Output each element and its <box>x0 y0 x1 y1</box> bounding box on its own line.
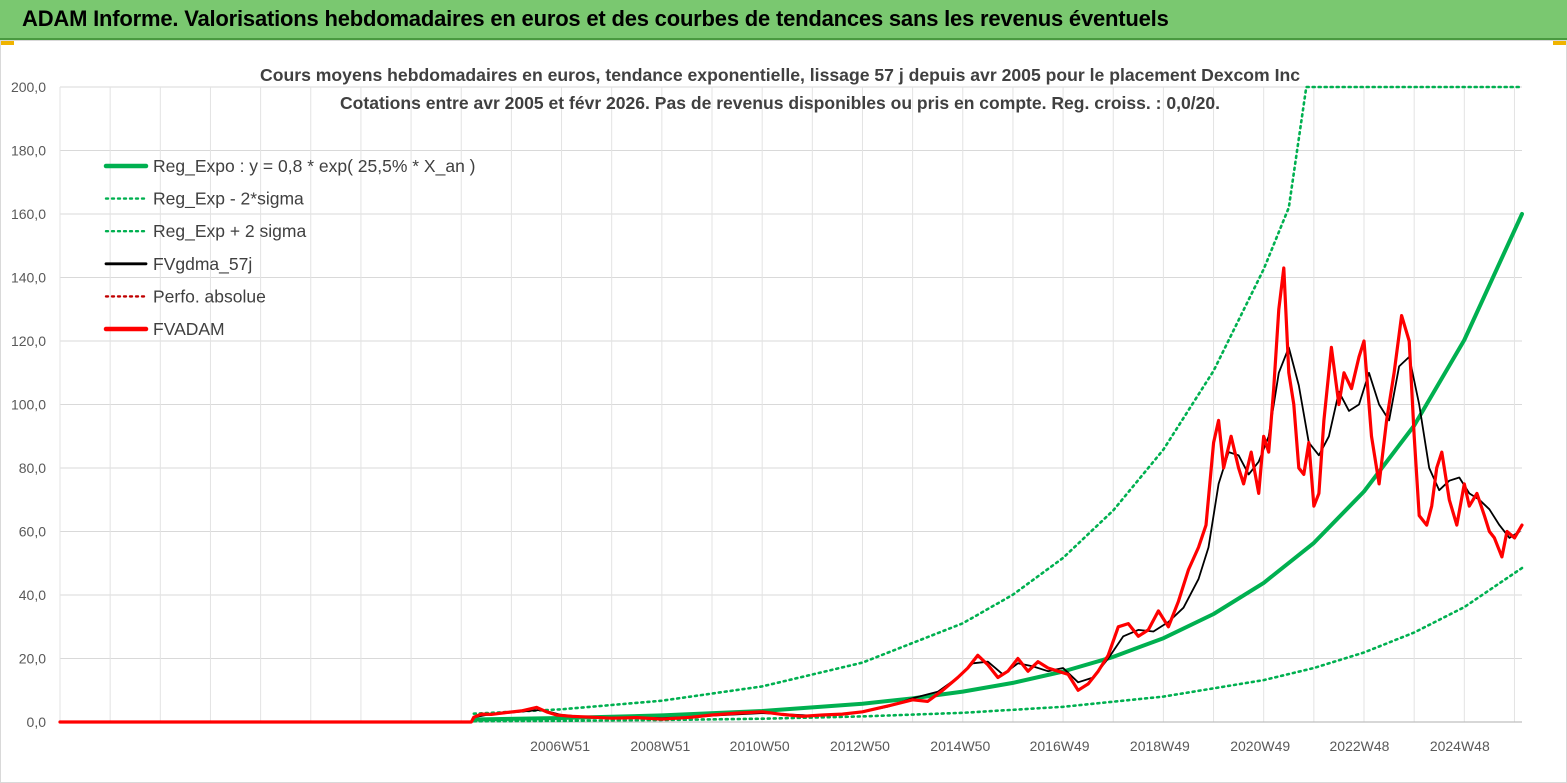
legend-label: Perfo. absolue <box>153 286 266 306</box>
report-banner: ADAM Informe. Valorisations hebdomadaire… <box>0 0 1567 40</box>
legend-label: Reg_Expo : y = 0,8 * exp( 25,5% * X_an ) <box>153 156 476 177</box>
series-line-5 <box>58 266 1524 724</box>
corner-marker-right <box>1553 40 1567 45</box>
y-tick-label: 140,0 <box>11 270 46 286</box>
y-tick-label: 0,0 <box>27 714 47 730</box>
chart-title-group: Cours moyens hebdomadaires en euros, ten… <box>260 65 1300 113</box>
chart-title: Cours moyens hebdomadaires en euros, ten… <box>260 65 1300 85</box>
axes: 0,0 20,0 40,0 60,0 80,0 100,0 120,0 140,0 160,0 1… <box>11 79 1522 754</box>
x-tick-label: 2016W49 <box>1030 738 1090 754</box>
corner-marker-left <box>0 40 14 45</box>
y-tick-label: 40,0 <box>19 587 46 603</box>
chart-subtitle: Cotations entre avr 2005 et févr 2026. P… <box>340 93 1220 113</box>
legend-label: FVADAM <box>153 319 225 339</box>
series-line-3 <box>472 346 1521 720</box>
gridlines <box>59 86 1522 722</box>
x-tick-label: 2010W50 <box>730 738 790 754</box>
legend-label: Reg_Exp + 2 sigma <box>153 221 306 242</box>
x-tick-label: 2020W49 <box>1230 738 1290 754</box>
legend-label: Reg_Exp - 2*sigma <box>153 189 304 210</box>
series-lines <box>58 85 1524 724</box>
y-tick-label: 80,0 <box>19 460 46 476</box>
x-tick-label: 2006W51 <box>530 738 590 754</box>
report-title: ADAM Informe. Valorisations hebdomadaire… <box>22 6 1169 31</box>
y-tick-label: 200,0 <box>11 79 46 95</box>
y-tick-label: 160,0 <box>11 206 46 222</box>
y-tick-label: 180,0 <box>11 143 46 159</box>
series-line-1 <box>472 566 1524 723</box>
x-tick-label: 2022W48 <box>1330 738 1390 754</box>
x-tick-label: 2008W51 <box>630 738 690 754</box>
x-tick-label: 2012W50 <box>830 738 890 754</box>
legend-label: FVgdma_57j <box>153 254 252 275</box>
series-line-0 <box>471 212 1524 722</box>
x-tick-label: 2024W48 <box>1430 738 1490 754</box>
y-tick-label: 60,0 <box>19 524 46 540</box>
y-tick-label: 120,0 <box>11 333 46 349</box>
series-line-2 <box>472 85 1524 716</box>
x-tick-label: 2018W49 <box>1130 738 1190 754</box>
y-tick-label: 20,0 <box>19 651 46 667</box>
x-tick-label: 2014W50 <box>930 738 990 754</box>
legend: Reg_Expo : y = 0,8 * exp( 25,5% * X_an )… <box>103 156 476 339</box>
y-tick-label: 100,0 <box>11 397 46 413</box>
